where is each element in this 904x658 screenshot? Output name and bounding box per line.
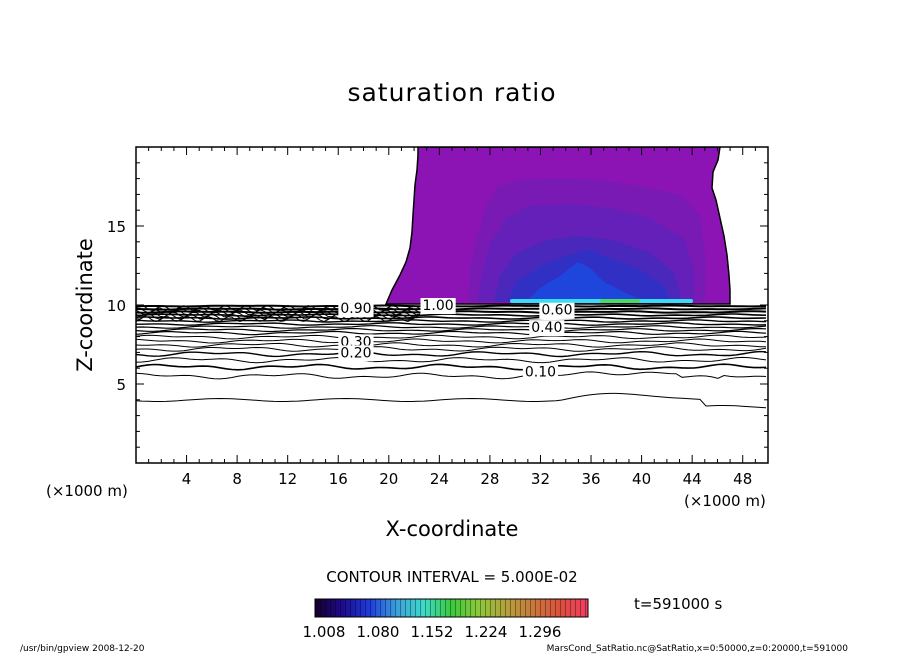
contour-label-backing — [338, 301, 374, 318]
contour-label: 0.10 — [525, 364, 556, 380]
chart-title: saturation ratio — [347, 78, 556, 107]
y-tick-label: 10 — [107, 297, 126, 315]
x-tick-label: 16 — [329, 470, 348, 488]
contour-label: 0.40 — [531, 320, 562, 336]
colorbar: 1.008 1.080 1.152 1.224 1.296 — [303, 598, 589, 641]
contour-label: 0.60 — [541, 303, 572, 319]
contour-line — [136, 363, 767, 371]
contour-label-backing — [338, 345, 374, 362]
contour-line — [136, 322, 767, 326]
contour-line — [136, 350, 767, 358]
contour-label-backing — [420, 298, 456, 314]
contour-label: 0.20 — [340, 345, 371, 361]
contour-line — [136, 330, 767, 336]
x-unit-left: (×1000 m) — [46, 482, 128, 500]
y-tick-label: 15 — [107, 218, 126, 236]
contour-line — [136, 319, 767, 323]
x-tick-label: 40 — [632, 470, 651, 488]
contour-labels: 1.000.90 0.600.400.300.200.10 — [338, 298, 575, 381]
y-tick-label: 5 — [116, 376, 126, 394]
contour-label-backing — [522, 364, 559, 381]
footer-left: /usr/bin/gpview 2008-12-20 — [20, 644, 145, 654]
x-tick-label: 24 — [430, 470, 449, 488]
contour-line — [136, 327, 767, 333]
cloud-contour-core — [526, 262, 646, 302]
contour-interval: CONTOUR INTERVAL = 5.000E-02 — [326, 568, 577, 586]
x-tick-label: 20 — [379, 470, 398, 488]
colorbar-tick-label: 1.152 — [411, 623, 454, 641]
colorbar-frame — [314, 598, 589, 618]
colorbar-tick-label: 1.296 — [519, 623, 562, 641]
x-axis-label: X-coordinate — [386, 517, 519, 541]
y-axis-label: Z-coordinate — [73, 238, 97, 372]
contour-label: 0.90 — [340, 301, 371, 317]
x-axis-ticks: 4 8 12 16 20 24 28 32 36 40 44 48 — [148, 147, 756, 488]
contour-line — [136, 356, 767, 364]
x-tick-label: 44 — [683, 470, 702, 488]
x-tick-label: 32 — [531, 470, 550, 488]
contour-lines — [136, 304, 767, 409]
contour-line — [136, 371, 767, 380]
footer-right: MarsCond_SatRatio.nc@SatRatio,x=0:50000,… — [547, 644, 849, 654]
plot-area — [136, 147, 767, 409]
y-axis-ticks: 5 10 15 — [107, 162, 768, 448]
contour-label-backing — [529, 320, 565, 337]
contour-line — [136, 325, 767, 329]
time-label: t=591000 s — [634, 595, 722, 613]
contour-line — [136, 334, 767, 340]
x-tick-label: 48 — [733, 470, 752, 488]
colorbar-tick-label: 1.224 — [465, 623, 508, 641]
colorbar-stripes — [315, 599, 588, 617]
x-unit-right: (×1000 m) — [684, 492, 766, 510]
colorbar-tick-label: 1.080 — [357, 623, 400, 641]
colorbar-labels: 1.008 1.080 1.152 1.224 1.296 — [303, 623, 562, 641]
x-tick-label: 28 — [480, 470, 499, 488]
x-tick-label: 12 — [278, 470, 297, 488]
contour-label: 1.00 — [423, 298, 454, 314]
x-tick-label: 8 — [232, 470, 242, 488]
cloud-max-core — [600, 299, 640, 303]
contour-line — [136, 346, 767, 352]
x-tick-label: 4 — [182, 470, 192, 488]
contour-line — [136, 342, 766, 348]
contour-label-backing — [539, 302, 575, 319]
x-tick-label: 36 — [581, 470, 600, 488]
contour-line — [136, 315, 421, 323]
contour-line — [136, 313, 767, 317]
colorbar-tick-label: 1.008 — [303, 623, 346, 641]
contour-line — [136, 338, 767, 344]
contour-line — [136, 392, 767, 409]
